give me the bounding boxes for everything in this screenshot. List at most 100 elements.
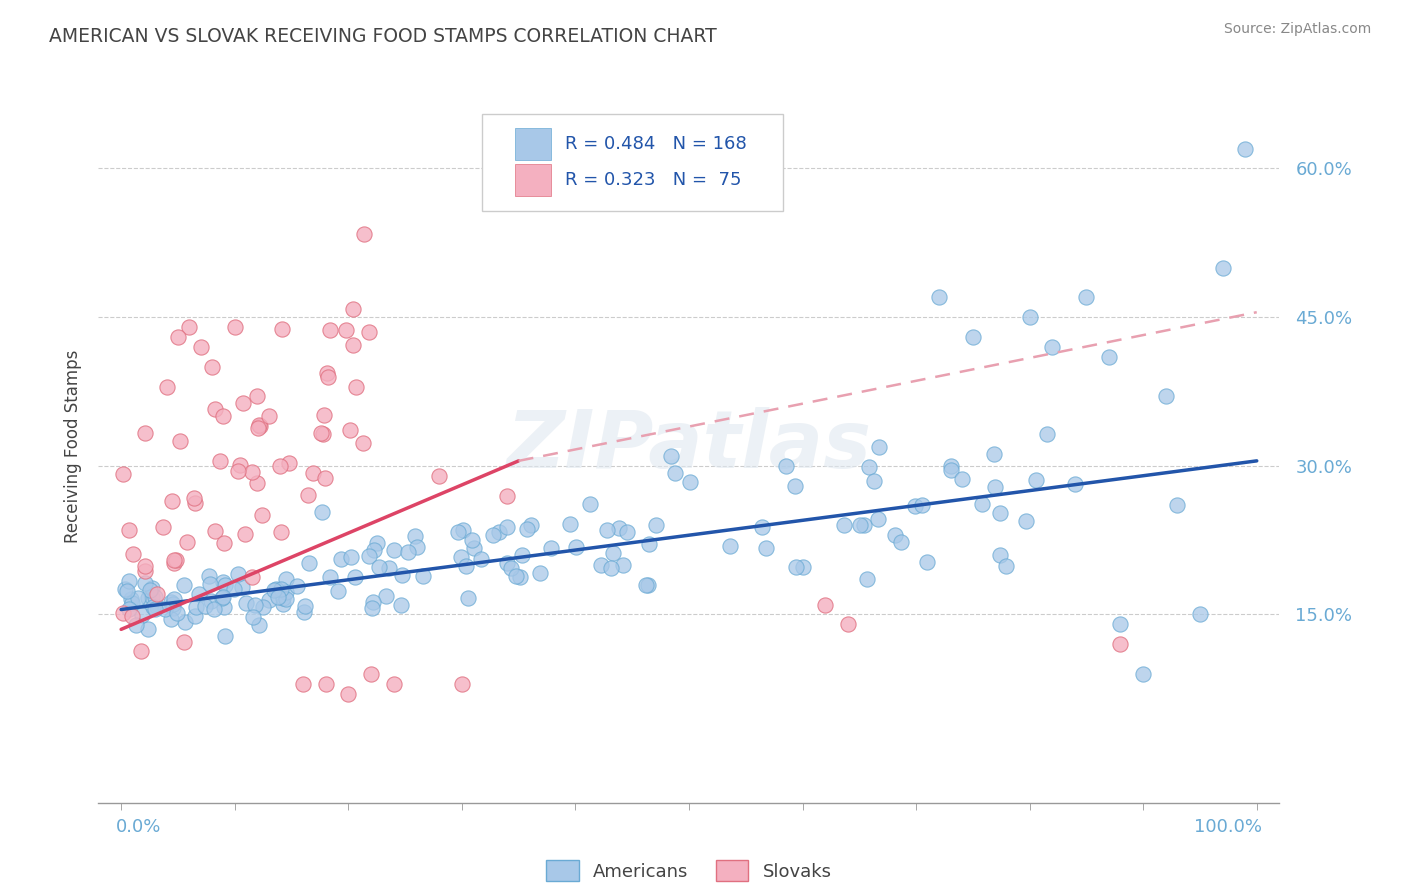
Point: [785, 560, 807, 574]
Point: [375, 589, 398, 603]
Point: [155, 379, 177, 393]
Point: [257, 593, 280, 607]
Point: [226, 464, 249, 478]
Point: [204, 524, 226, 538]
Point: [889, 534, 911, 549]
Point: [565, 540, 588, 554]
Point: [252, 508, 274, 522]
Point: [294, 599, 316, 613]
Point: [1109, 637, 1132, 651]
Point: [754, 541, 776, 555]
Point: [558, 516, 581, 531]
Point: [638, 537, 661, 551]
Point: [1040, 340, 1063, 354]
Point: [252, 600, 274, 615]
Point: [501, 561, 523, 575]
Point: [115, 583, 138, 598]
Point: [183, 608, 205, 623]
Point: [447, 524, 470, 539]
Point: [454, 558, 477, 573]
Point: [344, 570, 367, 584]
Point: [540, 541, 562, 556]
Point: [162, 597, 184, 611]
Point: [121, 595, 143, 609]
Point: [849, 518, 872, 533]
Point: [357, 325, 380, 339]
Point: [229, 458, 252, 473]
Point: [344, 380, 367, 394]
Text: AMERICAN VS SLOVAK RECEIVING FOOD STAMPS CORRELATION CHART: AMERICAN VS SLOVAK RECEIVING FOOD STAMPS…: [49, 27, 717, 45]
Point: [352, 436, 374, 450]
Point: [1188, 607, 1211, 622]
Point: [609, 521, 631, 535]
Point: [1076, 290, 1098, 304]
Point: [602, 545, 624, 559]
Point: [214, 578, 236, 592]
Point: [342, 338, 364, 352]
Point: [941, 459, 963, 474]
Point: [340, 550, 363, 565]
Text: R = 0.484   N = 168: R = 0.484 N = 168: [565, 136, 747, 153]
Point: [121, 609, 143, 624]
Point: [450, 677, 472, 691]
Point: [271, 597, 294, 611]
Point: [118, 574, 141, 588]
Point: [240, 570, 263, 584]
Point: [242, 610, 264, 624]
Point: [634, 578, 657, 592]
Point: [134, 425, 156, 440]
Point: [405, 540, 427, 554]
Point: [231, 580, 253, 594]
Point: [928, 290, 950, 304]
Point: [988, 506, 1011, 520]
Point: [194, 599, 217, 614]
Point: [461, 533, 484, 547]
Point: [183, 491, 205, 505]
Point: [142, 600, 165, 615]
Point: [134, 559, 156, 574]
Point: [155, 602, 177, 616]
Point: [243, 598, 266, 612]
Point: [319, 570, 342, 584]
Point: [212, 574, 235, 589]
Point: [297, 488, 319, 502]
Point: [1098, 350, 1121, 364]
Point: [988, 548, 1011, 562]
Point: [257, 409, 280, 424]
Point: [457, 591, 479, 605]
Point: [1109, 617, 1132, 632]
Point: [141, 591, 163, 605]
Point: [311, 505, 333, 519]
Point: [520, 518, 543, 533]
Point: [152, 520, 174, 534]
Point: [382, 543, 405, 558]
Point: [134, 564, 156, 578]
Point: [832, 517, 855, 532]
Point: [314, 470, 336, 484]
Point: [264, 582, 287, 596]
Point: [1132, 667, 1154, 681]
Point: [866, 512, 889, 526]
Point: [612, 558, 634, 572]
Point: [664, 466, 686, 480]
Point: [179, 320, 201, 334]
Point: [853, 518, 876, 533]
Point: [589, 558, 612, 572]
Point: [984, 480, 1007, 494]
Point: [118, 602, 141, 616]
Point: [146, 587, 169, 601]
FancyBboxPatch shape: [516, 128, 551, 161]
Point: [389, 599, 412, 613]
Point: [314, 408, 336, 422]
Point: [136, 622, 159, 636]
Point: [911, 498, 934, 512]
Point: [718, 539, 741, 553]
Point: [363, 543, 385, 558]
Point: [312, 427, 335, 442]
Point: [163, 553, 186, 567]
Point: [190, 340, 212, 354]
Point: [366, 536, 388, 550]
Point: [529, 566, 551, 580]
Point: [616, 525, 638, 540]
Point: [276, 591, 298, 606]
